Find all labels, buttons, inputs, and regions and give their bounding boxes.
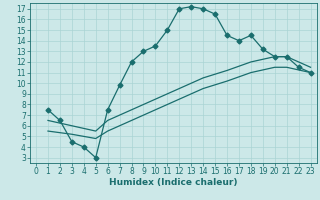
X-axis label: Humidex (Indice chaleur): Humidex (Indice chaleur): [109, 178, 237, 187]
